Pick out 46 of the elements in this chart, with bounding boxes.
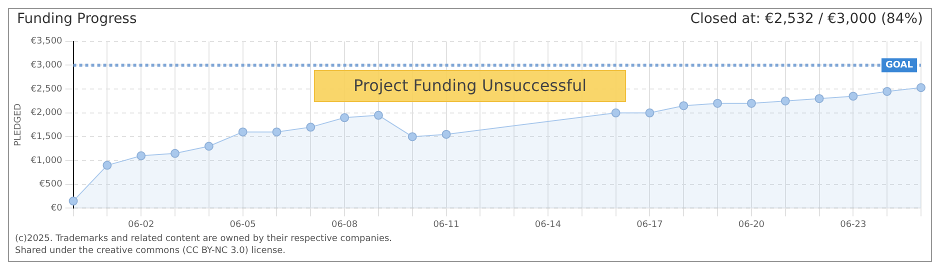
y-tick-label: €1,000: [30, 156, 63, 166]
x-tick-label: 06-11: [433, 220, 460, 230]
y-tick-label: €3,000: [30, 60, 63, 71]
x-tick-label: 06-23: [840, 220, 866, 230]
chart-title: Funding Progress: [17, 11, 137, 29]
x-tick-label: 06-05: [230, 220, 256, 230]
point: [102, 160, 112, 170]
point: [780, 96, 790, 106]
text: Shared under the creative commons (CC BY-NC 3.0) license.: [15, 245, 287, 257]
y-tick-label: €0: [50, 204, 63, 214]
point: [306, 122, 316, 132]
x-tick-label: 06-02: [128, 220, 154, 230]
notice-box: Project Funding Unsuccessful: [314, 70, 626, 102]
chart-subtitle: Closed at: €2,532 / €3,000 (84%): [690, 11, 923, 29]
point: [68, 196, 78, 206]
x-tick-label: 06-08: [331, 220, 358, 230]
point: [916, 83, 926, 92]
x-tick-label: 06-14: [534, 220, 562, 230]
point: [645, 108, 654, 118]
ref-line-label: GOAL: [886, 60, 914, 71]
point: [170, 148, 180, 158]
point: [408, 132, 417, 142]
point: [814, 94, 824, 104]
x-tick-label: 06-17: [636, 220, 663, 230]
point: [204, 142, 214, 151]
point: [611, 108, 620, 118]
x-tick-label: 06-20: [738, 220, 765, 230]
point: [746, 98, 756, 108]
y-tick-label: €500: [39, 180, 63, 190]
point: [374, 110, 383, 120]
annotation: Project Funding Unsuccessful: [353, 76, 587, 96]
point: [340, 113, 350, 122]
y-tick-label: €3,500: [30, 36, 63, 47]
point: [882, 86, 892, 96]
point: [848, 92, 858, 101]
point: [136, 151, 146, 160]
point: [679, 101, 688, 110]
point: [272, 127, 282, 136]
y-tick-label: €2,000: [30, 108, 63, 118]
point: [713, 98, 722, 108]
y-axis-title: PLEDGED: [14, 103, 24, 146]
point: [442, 130, 451, 139]
point: [238, 127, 248, 136]
text: (c)2025. Trademarks and related content are owned by their respective companies.: [15, 233, 394, 245]
y-tick-label: €1,500: [30, 132, 63, 142]
y-tick-label: €2,500: [30, 84, 63, 94]
